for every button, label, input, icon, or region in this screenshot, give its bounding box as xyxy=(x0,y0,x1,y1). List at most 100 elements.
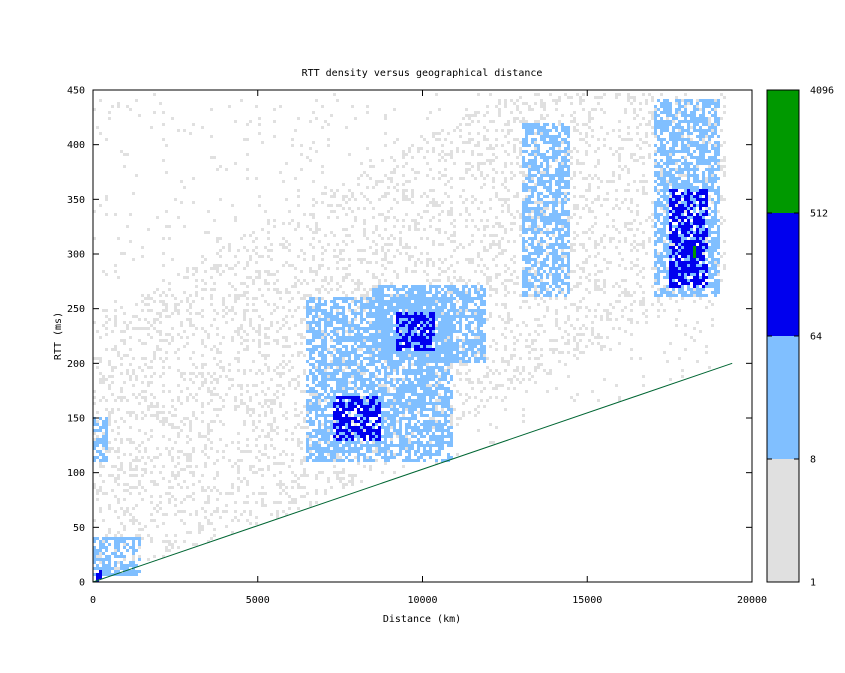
heatmap-cell xyxy=(504,201,507,204)
heatmap-cell xyxy=(315,222,318,225)
heatmap-cell xyxy=(369,435,372,438)
heatmap-cell xyxy=(369,411,372,414)
heatmap-cell xyxy=(108,531,111,534)
heatmap-cell xyxy=(336,474,339,477)
heatmap-cell xyxy=(585,276,588,279)
heatmap-cell xyxy=(459,393,462,396)
heatmap-cell xyxy=(300,333,303,336)
heatmap-cell xyxy=(342,453,345,456)
heatmap-cell xyxy=(372,441,375,444)
heatmap-cell xyxy=(525,183,528,186)
heatmap-cell xyxy=(105,417,108,420)
heatmap-cell xyxy=(660,150,663,153)
heatmap-cell xyxy=(297,291,300,294)
heatmap-cell xyxy=(126,399,129,402)
heatmap-cell xyxy=(324,387,327,390)
heatmap-cell xyxy=(459,195,462,198)
heatmap-cell xyxy=(525,270,528,273)
heatmap-cell xyxy=(321,252,324,255)
heatmap-cell xyxy=(348,393,351,396)
heatmap-cell xyxy=(402,189,405,192)
heatmap-cell xyxy=(309,120,312,123)
heatmap-cell xyxy=(465,297,468,300)
heatmap-cell xyxy=(546,228,549,231)
heatmap-cell xyxy=(168,450,171,453)
heatmap-cell xyxy=(201,450,204,453)
heatmap-cell xyxy=(582,333,585,336)
heatmap-cell xyxy=(315,225,318,228)
heatmap-cell xyxy=(360,429,363,432)
heatmap-cell xyxy=(675,225,678,228)
heatmap-cell xyxy=(264,411,267,414)
heatmap-cell xyxy=(534,246,537,249)
heatmap-cell xyxy=(321,378,324,381)
heatmap-cell xyxy=(483,210,486,213)
heatmap-cell xyxy=(186,336,189,339)
heatmap-cell xyxy=(576,285,579,288)
heatmap-cell xyxy=(657,213,660,216)
heatmap-cell xyxy=(126,327,129,330)
heatmap-cell xyxy=(309,453,312,456)
heatmap-cell xyxy=(333,432,336,435)
heatmap-cell xyxy=(159,321,162,324)
heatmap-cell xyxy=(117,546,120,549)
heatmap-cell xyxy=(723,105,726,108)
heatmap-cell xyxy=(345,483,348,486)
heatmap-cell xyxy=(306,411,309,414)
heatmap-cell xyxy=(582,246,585,249)
heatmap-cell xyxy=(105,447,108,450)
heatmap-cell xyxy=(195,291,198,294)
heatmap-cell xyxy=(630,156,633,159)
heatmap-cell xyxy=(126,324,129,327)
heatmap-cell xyxy=(399,426,402,429)
heatmap-cell xyxy=(606,132,609,135)
heatmap-cell xyxy=(243,282,246,285)
heatmap-cell xyxy=(306,312,309,315)
heatmap-cell xyxy=(120,564,123,567)
heatmap-cell xyxy=(318,309,321,312)
heatmap-cell xyxy=(663,150,666,153)
heatmap-cell xyxy=(252,303,255,306)
heatmap-cell xyxy=(312,447,315,450)
heatmap-cell xyxy=(489,345,492,348)
heatmap-cell xyxy=(375,183,378,186)
heatmap-cell xyxy=(336,204,339,207)
heatmap-cell xyxy=(414,246,417,249)
heatmap-cell xyxy=(102,447,105,450)
heatmap-cell xyxy=(96,555,99,558)
heatmap-cell xyxy=(597,195,600,198)
heatmap-cell xyxy=(231,336,234,339)
heatmap-cell xyxy=(282,345,285,348)
heatmap-cell xyxy=(555,261,558,264)
heatmap-cell xyxy=(327,432,330,435)
heatmap-cell xyxy=(582,99,585,102)
heatmap-cell xyxy=(93,483,96,486)
heatmap-cell xyxy=(426,378,429,381)
heatmap-cell xyxy=(315,303,318,306)
heatmap-cell xyxy=(387,450,390,453)
heatmap-cell xyxy=(372,444,375,447)
heatmap-cell xyxy=(438,399,441,402)
heatmap-cell xyxy=(129,441,132,444)
heatmap-cell xyxy=(279,291,282,294)
heatmap-cell xyxy=(99,426,102,429)
heatmap-cell xyxy=(381,447,384,450)
heatmap-cell xyxy=(585,132,588,135)
heatmap-cell xyxy=(303,336,306,339)
heatmap-cell xyxy=(426,390,429,393)
heatmap-cell xyxy=(252,231,255,234)
heatmap-cell xyxy=(504,396,507,399)
heatmap-cell xyxy=(627,318,630,321)
heatmap-cell xyxy=(306,399,309,402)
heatmap-cell xyxy=(282,324,285,327)
heatmap-cell xyxy=(489,423,492,426)
heatmap-cell xyxy=(414,300,417,303)
heatmap-cell xyxy=(105,555,108,558)
heatmap-cell xyxy=(129,462,132,465)
heatmap-cell xyxy=(429,339,432,342)
heatmap-cell xyxy=(96,492,99,495)
heatmap-cell xyxy=(384,219,387,222)
heatmap-cell xyxy=(678,195,681,198)
heatmap-cell xyxy=(393,429,396,432)
heatmap-cell xyxy=(549,138,552,141)
